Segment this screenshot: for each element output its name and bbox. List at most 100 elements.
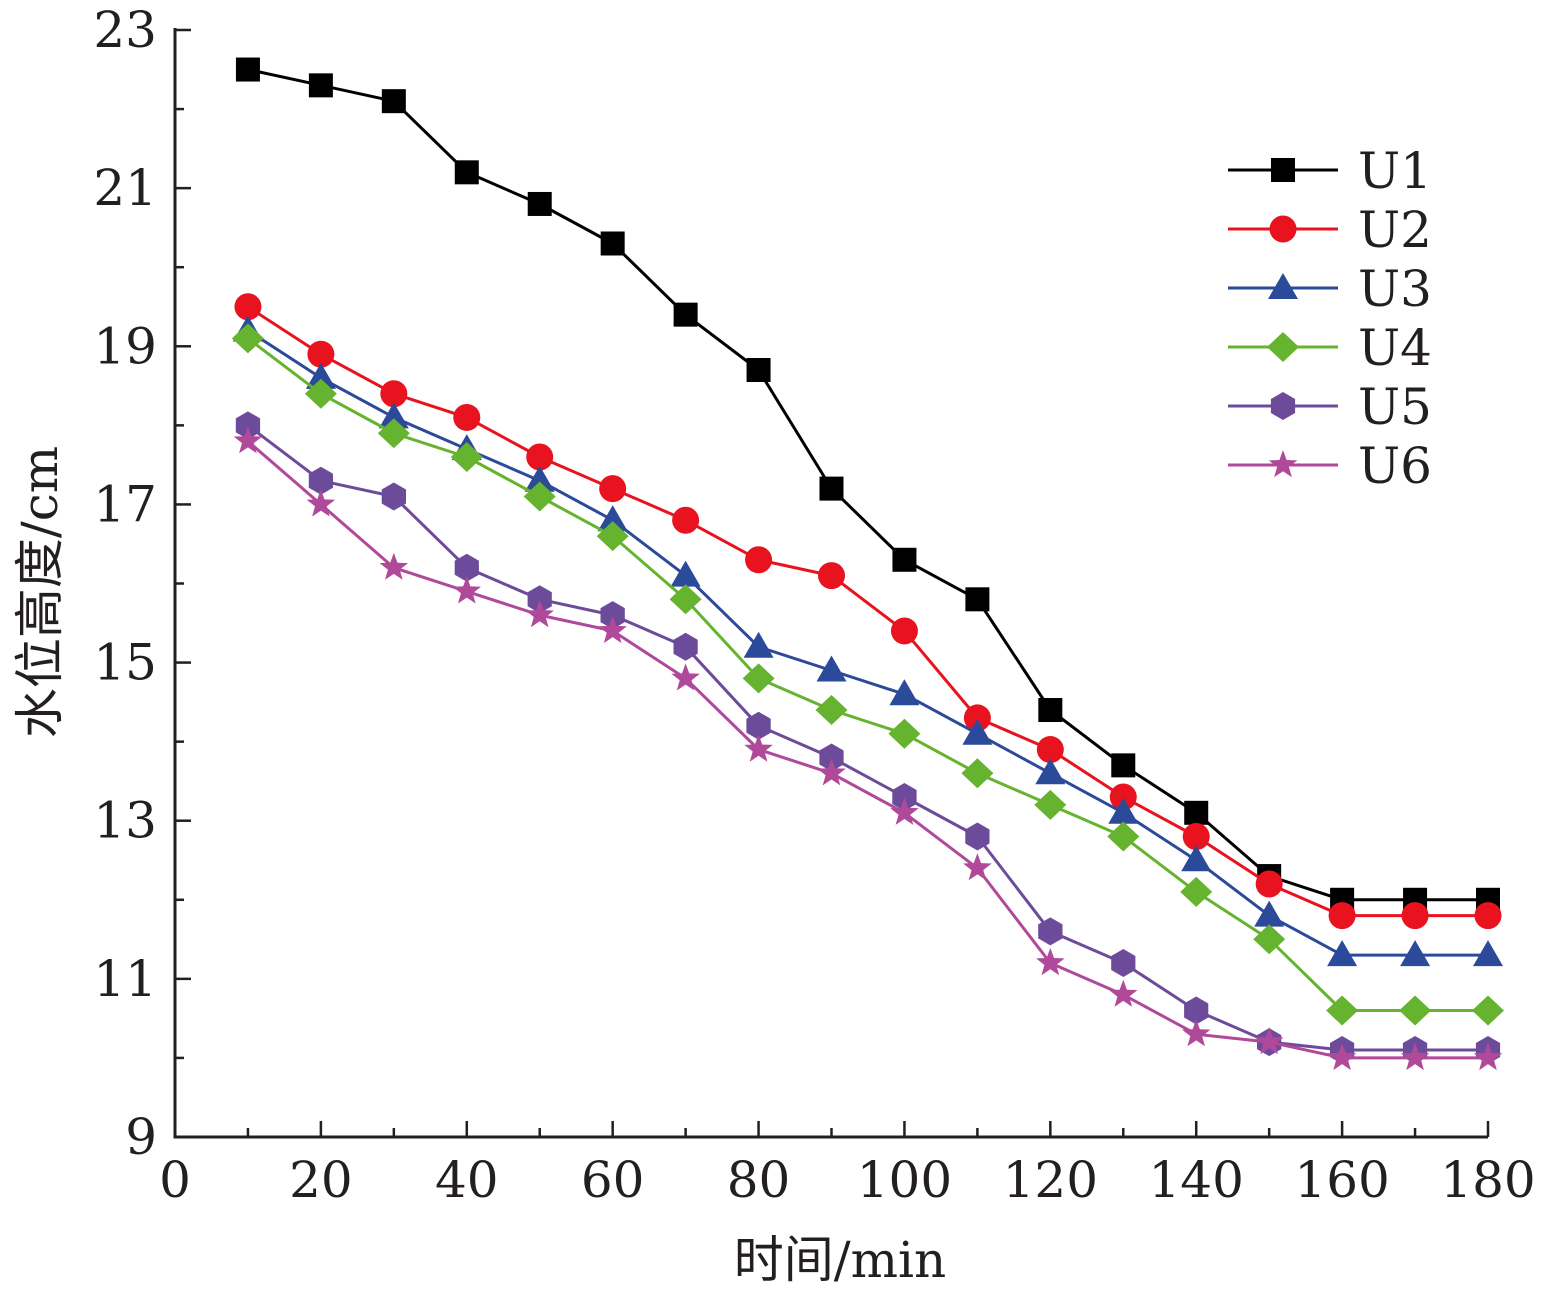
series-u3-point (1254, 900, 1285, 927)
x-tick-label: 60 (581, 1151, 645, 1209)
series-u4-point (961, 758, 994, 789)
legend-item-u2: U2 (1228, 201, 1432, 259)
series-u6-point (1036, 948, 1065, 976)
series-u3-point (378, 402, 409, 429)
legend-item-u4: U4 (1228, 319, 1432, 377)
legend-marker-u5 (1270, 392, 1296, 420)
legend-label-u2: U2 (1358, 201, 1432, 259)
series-u6 (233, 426, 1503, 1071)
series-u1-point (1038, 698, 1063, 723)
series-u2-point (307, 340, 335, 368)
series-layer (231, 57, 1504, 1071)
legend-label-u4: U4 (1358, 319, 1432, 377)
series-u6-point (1182, 1019, 1211, 1047)
series-u2-point (599, 475, 627, 503)
series-u2 (234, 293, 1502, 930)
series-u5-point (381, 482, 406, 511)
series-u2-point (818, 562, 845, 590)
series-u2-point (1328, 902, 1356, 930)
series-u1-point (1111, 753, 1136, 778)
x-tick-label: 20 (289, 1151, 353, 1209)
series-u6-point (1109, 979, 1138, 1007)
series-u1-point (308, 73, 333, 98)
series-u1-point (965, 587, 990, 612)
series-u2-point (1182, 823, 1210, 851)
series-u1-point (235, 57, 260, 82)
series-u1-point (454, 160, 479, 185)
series-u6-point (525, 600, 554, 628)
series-u3-point (1473, 940, 1503, 967)
legend-marker-u6 (1268, 450, 1298, 478)
series-u3 (232, 315, 1503, 967)
series-u6-point (1473, 1042, 1503, 1071)
series-u3-point (816, 655, 847, 682)
series-u2-point (745, 546, 773, 574)
series-u6-point (671, 663, 700, 691)
series-u5-point (965, 822, 990, 851)
series-u4-point (304, 378, 337, 409)
series-u2-point (963, 704, 991, 732)
legend-item-u3: U3 (1228, 260, 1432, 318)
series-u3-point (1327, 940, 1358, 967)
series-u4-point (1472, 995, 1504, 1026)
series-u4-point (815, 695, 848, 725)
legend-label-u1: U1 (1358, 142, 1432, 200)
series-u2-point (526, 443, 554, 471)
series-u6-point (963, 853, 992, 881)
series-u3-point (670, 560, 701, 587)
legend-marker-u3 (1268, 273, 1298, 299)
x-tick-label: 160 (1294, 1151, 1389, 1209)
series-u1-point (746, 358, 771, 383)
series-u2-point (380, 380, 408, 408)
series-u2-point (1036, 736, 1064, 764)
series-u1-point (1184, 800, 1209, 825)
series-u4-point (669, 584, 702, 615)
series-u2-point (890, 617, 918, 645)
series-u6-point (452, 576, 481, 604)
legend-item-u6: U6 (1228, 437, 1432, 495)
series-u4-point (1034, 789, 1067, 820)
series-u5-point (235, 411, 261, 440)
series-u1-line (247, 68, 1488, 902)
series-u2-point (1401, 902, 1429, 930)
series-u4-line (246, 337, 1488, 1012)
series-u3-point (524, 465, 555, 492)
series-u3-point (743, 631, 774, 658)
legend-label-u3: U3 (1358, 260, 1432, 318)
series-u6-point (306, 489, 336, 517)
series-u6-point (379, 552, 409, 580)
series-u1-point (527, 191, 552, 216)
x-tick-label: 40 (435, 1151, 499, 1209)
series-u6-point (817, 758, 846, 786)
legend-marker-u2 (1269, 215, 1297, 243)
series-u3-point (305, 362, 336, 389)
series-u2-point (234, 293, 262, 321)
x-tick-label: 0 (159, 1151, 191, 1209)
series-u5-point (600, 601, 625, 630)
series-u3-line (247, 329, 1488, 957)
legend-marker-u4 (1267, 332, 1299, 362)
series-u5-point (673, 632, 698, 661)
series-u1 (235, 57, 1500, 912)
series-u5-point (527, 585, 552, 614)
series-u4-point (231, 323, 264, 354)
x-axis-title: 时间/min (734, 1231, 946, 1289)
series-u4-point (1326, 995, 1359, 1026)
series-u2-point (672, 506, 700, 534)
series-u1-point (892, 547, 917, 572)
x-tick-label: 80 (727, 1151, 791, 1209)
legend-item-u5: U5 (1228, 378, 1432, 436)
series-u2-point (1109, 783, 1137, 811)
series-u3-point (962, 718, 993, 745)
series-u2-line (247, 305, 1488, 918)
series-u5-point (1184, 996, 1209, 1025)
series-u6-point (890, 797, 919, 825)
series-u6-point (744, 734, 773, 762)
series-u5-point (1111, 949, 1136, 977)
series-u4-point (742, 663, 775, 694)
y-axis-title: 水位高度/cm (11, 446, 69, 738)
legend-label-u5: U5 (1358, 378, 1432, 436)
axes: 9 11 13 15 17 19 21 23 0 20 40 60 80 100 120 140 160 180 (93, 1, 1535, 1209)
x-tick-label: 140 (1149, 1151, 1244, 1209)
